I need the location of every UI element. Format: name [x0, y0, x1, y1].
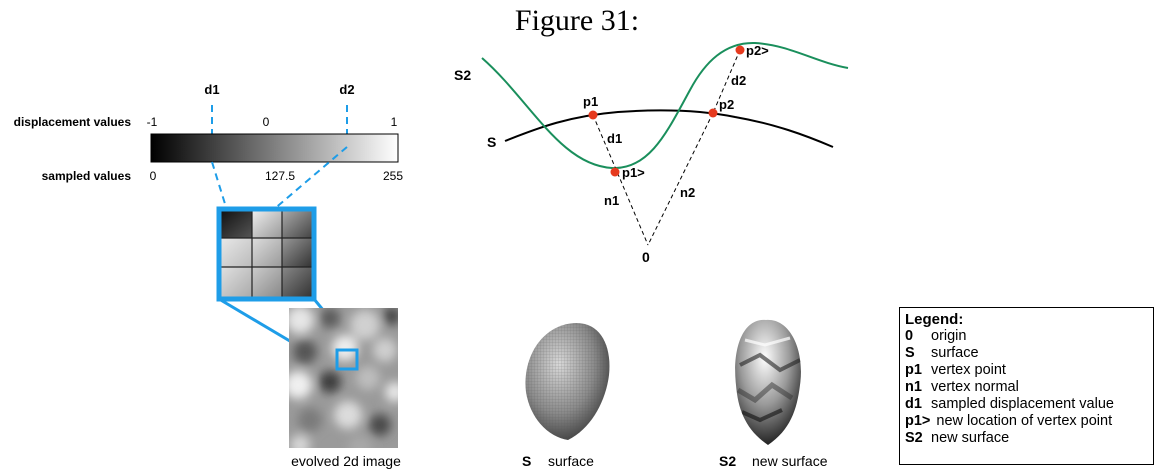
caption-S2-key: S2 — [719, 453, 736, 469]
legend-text: new location of vertex point — [936, 413, 1113, 429]
label-S2: S2 — [454, 67, 471, 83]
legend-key: S — [905, 345, 915, 361]
d1-label: d1 — [204, 82, 219, 97]
label-n2: n2 — [680, 185, 695, 200]
legend-item: S2 new surface — [905, 430, 1153, 447]
legend-item: 0 origin — [905, 328, 1153, 345]
legend-text: surface — [931, 345, 979, 361]
label-p2: p2 — [719, 97, 734, 112]
sample-box — [335, 348, 359, 371]
curve-diagram: S2 S p1 p2 p1> p2> d1 d2 n1 n2 0 — [454, 41, 849, 265]
legend-key: S2 — [905, 430, 923, 446]
surface-S2-curve — [481, 41, 849, 170]
legend-text: vertex point — [931, 362, 1006, 378]
legend-text: origin — [931, 328, 967, 344]
legend-item: p1> new location of vertex point — [905, 413, 1153, 430]
zoom-frame — [216, 206, 317, 302]
legend-item: n1 vertex normal — [905, 379, 1153, 396]
label-n1: n1 — [604, 193, 619, 208]
label-p1-new: p1> — [622, 165, 645, 180]
sampled-values-label: sampled values — [42, 169, 132, 183]
pixel-grid-zoom — [216, 206, 358, 371]
legend-text: sampled displacement value — [931, 396, 1114, 412]
label-d2: d2 — [731, 73, 746, 88]
d2-label: d2 — [339, 82, 354, 97]
legend-text: new surface — [931, 430, 1010, 446]
normal-n2 — [647, 112, 714, 246]
sampled-tick-mid: 127.5 — [265, 169, 295, 183]
colorbar — [150, 133, 399, 163]
sampled-tick-min: 0 — [150, 169, 157, 183]
vertex-p2-new — [735, 45, 745, 55]
legend-key: p1> — [905, 413, 931, 429]
vertex-p1-new — [610, 167, 620, 177]
legend-key: n1 — [905, 379, 922, 395]
legend-key: d1 — [905, 396, 922, 412]
legend-item: d1 sampled displacement value — [905, 396, 1153, 413]
legend-key: p1 — [905, 362, 922, 378]
label-p2-new: p2> — [746, 43, 769, 58]
vertex-p2 — [708, 108, 718, 118]
label-p1: p1 — [583, 94, 598, 109]
normal-n1 — [592, 114, 649, 246]
label-S: S — [487, 134, 496, 150]
colorbar-section: d1 d2 displacement values sampled values… — [14, 82, 403, 237]
label-d1: d1 — [607, 131, 622, 146]
caption-evolved-image: evolved 2d image — [291, 453, 401, 469]
sampled-tick-max: 255 — [383, 169, 403, 183]
figure-title: Figure 31: — [514, 4, 640, 37]
vertex-p1 — [588, 110, 598, 120]
caption-S-key: S — [522, 453, 531, 469]
label-origin: 0 — [642, 249, 650, 265]
legend-key: 0 — [905, 328, 914, 344]
legend-text: vertex normal — [931, 379, 1019, 395]
legend-item: p1 vertex point — [905, 362, 1153, 379]
displacement-d2-line — [712, 49, 741, 114]
disp-tick-max: 1 — [391, 115, 398, 129]
surface-S-render — [525, 322, 610, 440]
surface-S2-render — [735, 319, 801, 445]
caption-S-text: surface — [548, 453, 594, 469]
caption-S2-text: new surface — [752, 453, 828, 469]
displacement-values-label: displacement values — [14, 115, 132, 129]
legend-title: Legend: — [905, 311, 964, 328]
disp-tick-min: -1 — [147, 115, 158, 129]
disp-tick-mid: 0 — [263, 115, 270, 129]
evolved-2d-image — [289, 308, 398, 448]
